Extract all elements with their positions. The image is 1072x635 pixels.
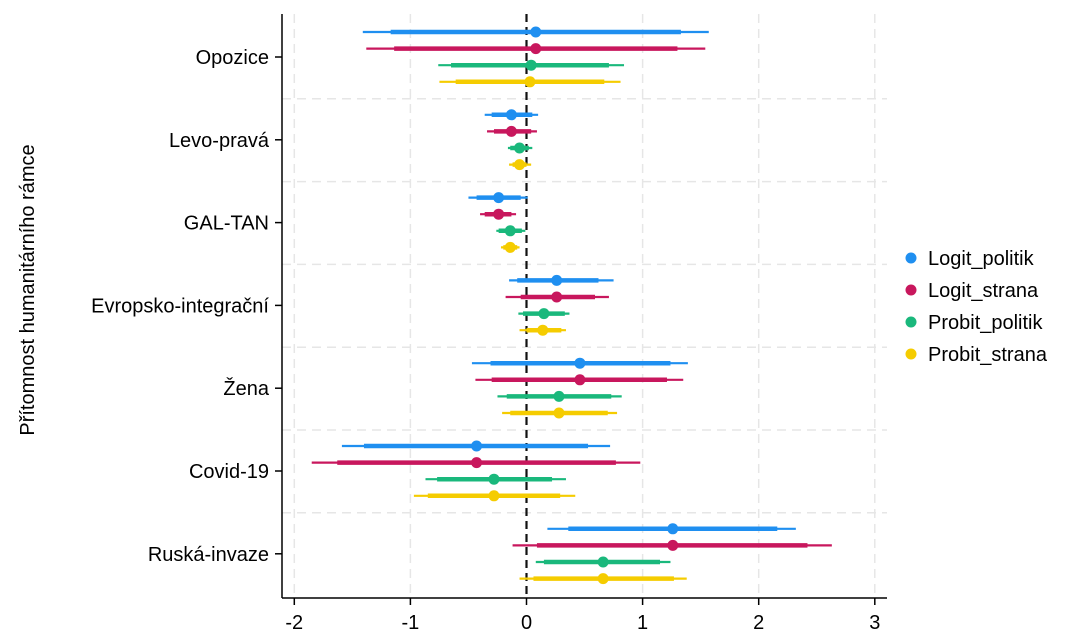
y-axis-title: Přítomnost humanitárního rámce (17, 144, 39, 435)
point-estimate (597, 556, 609, 568)
point-estimate (597, 573, 609, 585)
y-tick-label: Evropsko-integrační (91, 295, 269, 317)
legend-marker (905, 252, 917, 264)
point-estimate (538, 308, 550, 320)
point-estimate (471, 440, 483, 452)
point-estimate (524, 76, 536, 88)
point-estimate (537, 324, 549, 336)
legend-marker (905, 284, 917, 296)
point-estimate (493, 208, 505, 220)
point-estimate (574, 374, 586, 386)
point-estimate (493, 192, 505, 204)
point-estimate (505, 125, 517, 137)
legend-label: Logit_strana (928, 280, 1039, 302)
point-estimate (505, 109, 517, 121)
point-estimate (574, 357, 586, 369)
legend-label: Logit_politik (928, 248, 1035, 270)
x-tick-label: 0 (521, 612, 532, 634)
y-tick-label: Ruská-invaze (148, 544, 269, 566)
point-estimate (667, 523, 679, 535)
legend-label: Probit_strana (928, 344, 1048, 366)
y-tick-labels: Opozice Levo-pravá GAL-TAN Evropsko-integra… (91, 47, 270, 566)
point-estimate (488, 490, 500, 502)
y-tick-label: Žena (223, 377, 269, 400)
point-estimate (667, 539, 679, 551)
y-tick-label: Opozice (196, 47, 269, 69)
legend-marker (905, 316, 917, 328)
point-estimate (553, 390, 565, 402)
legend: Logit_politik Logit_strana Probit_politik P… (905, 248, 1048, 366)
axes-layer (275, 14, 887, 605)
point-estimate (525, 59, 537, 71)
grid-layer (282, 14, 887, 598)
point-estimate (551, 274, 563, 286)
point-estimate (488, 473, 500, 485)
point-estimate (514, 142, 526, 154)
legend-label: Probit_politik (928, 312, 1044, 334)
y-tick-label: Covid-19 (189, 461, 269, 483)
x-tick-label: -2 (285, 612, 303, 634)
x-tick-label: -1 (402, 612, 420, 634)
legend-marker (905, 348, 917, 360)
point-estimate (504, 241, 516, 253)
x-tick-label: 2 (753, 612, 764, 634)
marks-layer (311, 26, 832, 585)
point-estimate (553, 407, 565, 419)
point-estimate (530, 43, 542, 55)
x-tick-label: 3 (869, 612, 880, 634)
x-tick-labels: -2 -1 0 1 2 3 (285, 612, 880, 634)
point-estimate (504, 225, 516, 237)
x-tick-label: 1 (637, 612, 648, 634)
point-estimate (530, 26, 542, 38)
point-estimate (471, 457, 483, 469)
y-tick-label: GAL-TAN (184, 213, 269, 235)
point-estimate (514, 159, 526, 171)
point-estimate (551, 291, 563, 303)
y-tick-label: Levo-pravá (169, 130, 270, 152)
